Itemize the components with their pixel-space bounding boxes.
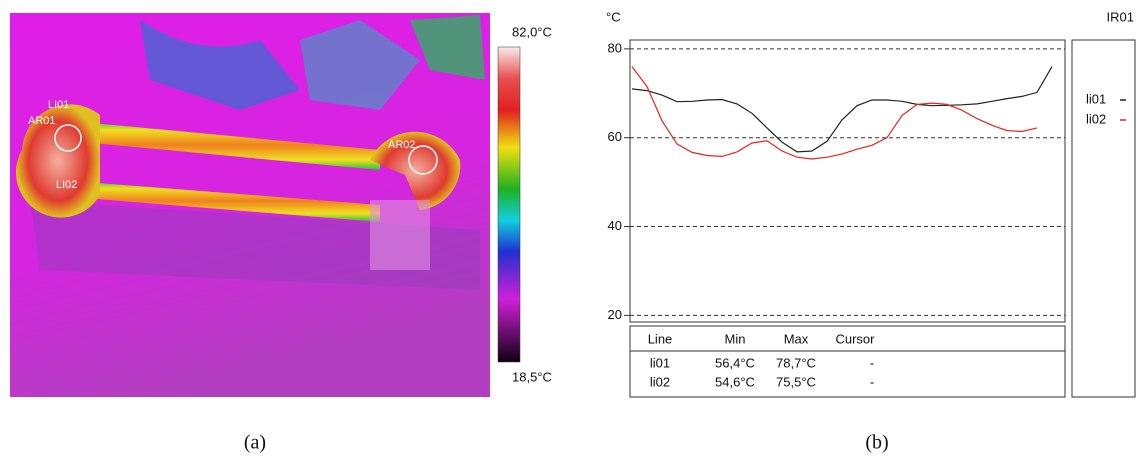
image-label: LI02	[56, 179, 77, 191]
y-tick-label: 20	[608, 307, 622, 322]
thermal-image: LI01 AR01 LI02 AR02 82,0°C 18,5°C	[10, 13, 552, 397]
chart-title: IR01	[1107, 9, 1134, 24]
legend-frame	[1071, 39, 1136, 398]
image-label: AR02	[388, 139, 416, 151]
table-cell: 56,4°C	[715, 355, 755, 370]
caption: (b)	[865, 432, 888, 454]
table-frame	[629, 325, 1066, 398]
table-cell: li01	[650, 355, 670, 370]
table-header: Max	[784, 331, 809, 346]
scale-min: 18,5°C	[512, 369, 552, 384]
table-header: Line	[648, 331, 673, 346]
scale-max: 82,0°C	[512, 24, 552, 39]
plot-frame	[629, 39, 1066, 323]
caption: (a)	[244, 432, 266, 454]
y-tick-label: 40	[608, 218, 622, 233]
table-cell: -	[870, 355, 874, 370]
image-label: LI01	[48, 99, 69, 111]
table-cell: 75,5°C	[776, 374, 816, 389]
legend-label: li02	[1086, 111, 1106, 126]
chart: °C IR01	[606, 9, 1136, 398]
table-cell: li02	[650, 374, 670, 389]
legend-label: li01	[1086, 91, 1106, 106]
series-line	[631, 66, 1053, 153]
table-header: Min	[725, 331, 746, 346]
y-tick-label: 60	[608, 129, 622, 144]
y-tick-label: 80	[608, 40, 622, 55]
table-cell: 54,6°C	[715, 374, 755, 389]
table-header: Cursor	[835, 331, 875, 346]
table-cell: 78,7°C	[776, 355, 816, 370]
series-line	[631, 66, 1038, 160]
color-scale	[497, 46, 521, 363]
y-axis-label: °C	[606, 9, 621, 24]
table-cell: -	[870, 374, 874, 389]
image-label: AR01	[28, 115, 56, 127]
